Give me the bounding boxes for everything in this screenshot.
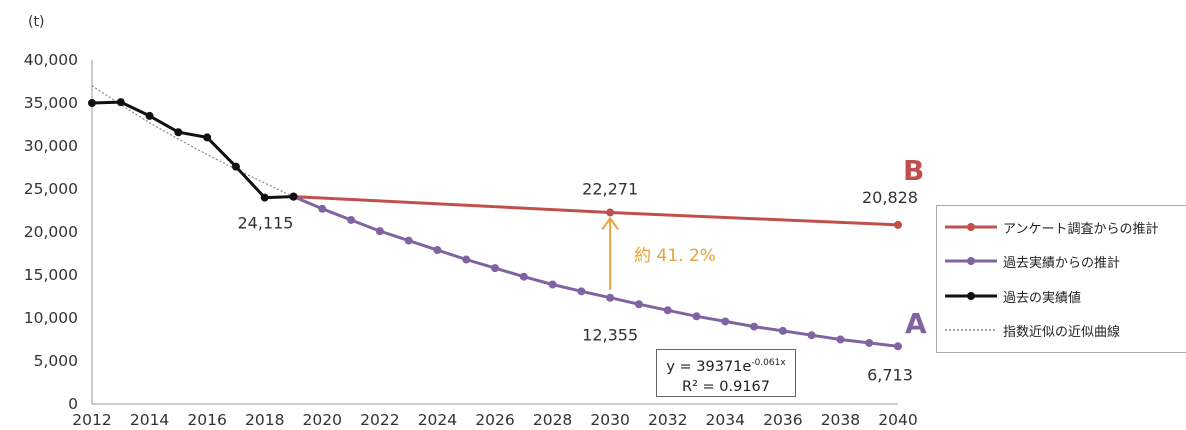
series-marker-b: B [903, 154, 924, 187]
x-tick-label: 2038 [821, 411, 860, 429]
data-label: 22,271 [582, 179, 638, 198]
legend-swatch-survey [945, 223, 997, 231]
series-3-point [174, 128, 183, 137]
y-tick-label: 0 [68, 395, 78, 413]
x-tick-label: 2034 [706, 411, 745, 429]
series-2-point [778, 326, 787, 335]
x-tick-label: 2016 [187, 411, 226, 429]
data-label: 20,828 [862, 188, 918, 207]
series-2-point [807, 331, 816, 340]
x-tick-label: 2036 [763, 411, 802, 429]
series-2-point [375, 227, 384, 236]
series-2-point [347, 215, 356, 224]
x-tick-labels: 2012 2014 2016 2018 2020 2022 2024 2026 2028 2030… [72, 411, 917, 429]
x-tick-label: 2020 [303, 411, 342, 429]
series-2-point [692, 312, 701, 321]
legend-item-actual: 過去の実績値 [937, 286, 1081, 306]
y-tick-label: 15,000 [24, 266, 78, 284]
series-3-point [289, 192, 298, 201]
y-tick-label: 30,000 [24, 137, 78, 155]
series-2-point [404, 236, 413, 245]
series-2-point [577, 287, 586, 296]
series-1-point [894, 220, 902, 229]
legend-swatch-past-estimate [945, 257, 997, 265]
equation-line: y = 39371e-0.061x [657, 353, 795, 377]
equation-text: y = 39371e [666, 359, 752, 375]
legend-swatch-trendline [945, 329, 997, 331]
x-tick-label: 2032 [648, 411, 687, 429]
x-tick-label: 2014 [130, 411, 169, 429]
legend-item-trendline: 指数近似の近似曲線 [937, 320, 1120, 340]
y-unit-label: (t) [28, 14, 44, 30]
y-tick-label: 10,000 [24, 309, 78, 327]
series-2-line [292, 195, 899, 348]
series-3-line [91, 100, 294, 200]
series-3-point [260, 193, 269, 202]
data-label: 6,713 [867, 365, 913, 384]
x-tick-label: 2026 [475, 411, 514, 429]
y-tick-label: 35,000 [24, 94, 78, 112]
legend-item-past-estimate: 過去実績からの推計 [937, 251, 1120, 271]
legend: アンケート調査からの推計 過去実績からの推計 過去の実績値 指数近似の近似曲線 [936, 205, 1186, 353]
equation-exponent: -0.061x [751, 358, 786, 368]
series-layer [88, 85, 902, 351]
annotation-layer: 約 41. 2% [601, 216, 716, 290]
series-3-point [88, 99, 96, 107]
r-squared-text: R² = 0.9167 [682, 379, 770, 395]
data-label: 12,355 [582, 326, 638, 345]
series-1-line [293, 195, 899, 227]
legend-label: 指数近似の近似曲線 [1003, 324, 1121, 340]
x-tick-label: 2024 [418, 411, 457, 429]
series-3-point [145, 111, 154, 120]
series-2-point [894, 342, 902, 351]
x-tick-label: 2012 [72, 411, 111, 429]
legend-swatch-actual [945, 292, 997, 300]
series-2-point [318, 204, 327, 213]
legend-item-survey-estimate: アンケート調査からの推計 [937, 217, 1158, 237]
series-1-point [606, 208, 615, 217]
x-tick-label: 2030 [590, 411, 629, 429]
series-marker-a: A [905, 307, 927, 340]
difference-annotation: 約 41. 2% [634, 246, 716, 266]
series-2-point [634, 300, 643, 309]
y-tick-labels: 0 5,000 10,000 15,000 20,000 25,000 30,000 35,0… [24, 51, 78, 413]
series-2-point [663, 306, 672, 315]
regression-equation-box: y = 39371e-0.061x R² = 0.9167 [656, 349, 796, 397]
x-tick-label: 2018 [245, 411, 284, 429]
series-2-point [548, 280, 557, 289]
data-labels: 24,115 22,271 20,828 12,355 6,713 [238, 179, 918, 384]
y-tick-label: 20,000 [24, 223, 78, 241]
series-2-point [721, 317, 730, 326]
series-4-line [91, 85, 294, 198]
x-tick-label: 2028 [533, 411, 572, 429]
difference-arrow-head [601, 216, 619, 231]
y-tick-label: 40,000 [24, 51, 78, 69]
x-tick-label: 2022 [360, 411, 399, 429]
series-2-point [865, 338, 874, 347]
series-2-point [433, 246, 442, 255]
y-tick-label: 25,000 [24, 180, 78, 198]
series-2-point [462, 255, 471, 264]
series-2-point [836, 335, 845, 344]
data-label: 24,115 [238, 214, 294, 233]
series-2-point [750, 322, 759, 331]
series-2-point [606, 293, 615, 302]
series-2-point [491, 264, 499, 273]
series-2-point [519, 272, 528, 281]
legend-label: 過去の実績値 [1003, 290, 1082, 306]
y-tick-label: 5,000 [34, 352, 78, 370]
series-3-point [116, 98, 125, 107]
series-3-point [203, 133, 212, 142]
legend-label: アンケート調査からの推計 [1003, 221, 1159, 237]
series-3-point [231, 162, 240, 171]
x-tick-label: 2040 [878, 411, 917, 429]
legend-label: 過去実績からの推計 [1003, 255, 1121, 271]
